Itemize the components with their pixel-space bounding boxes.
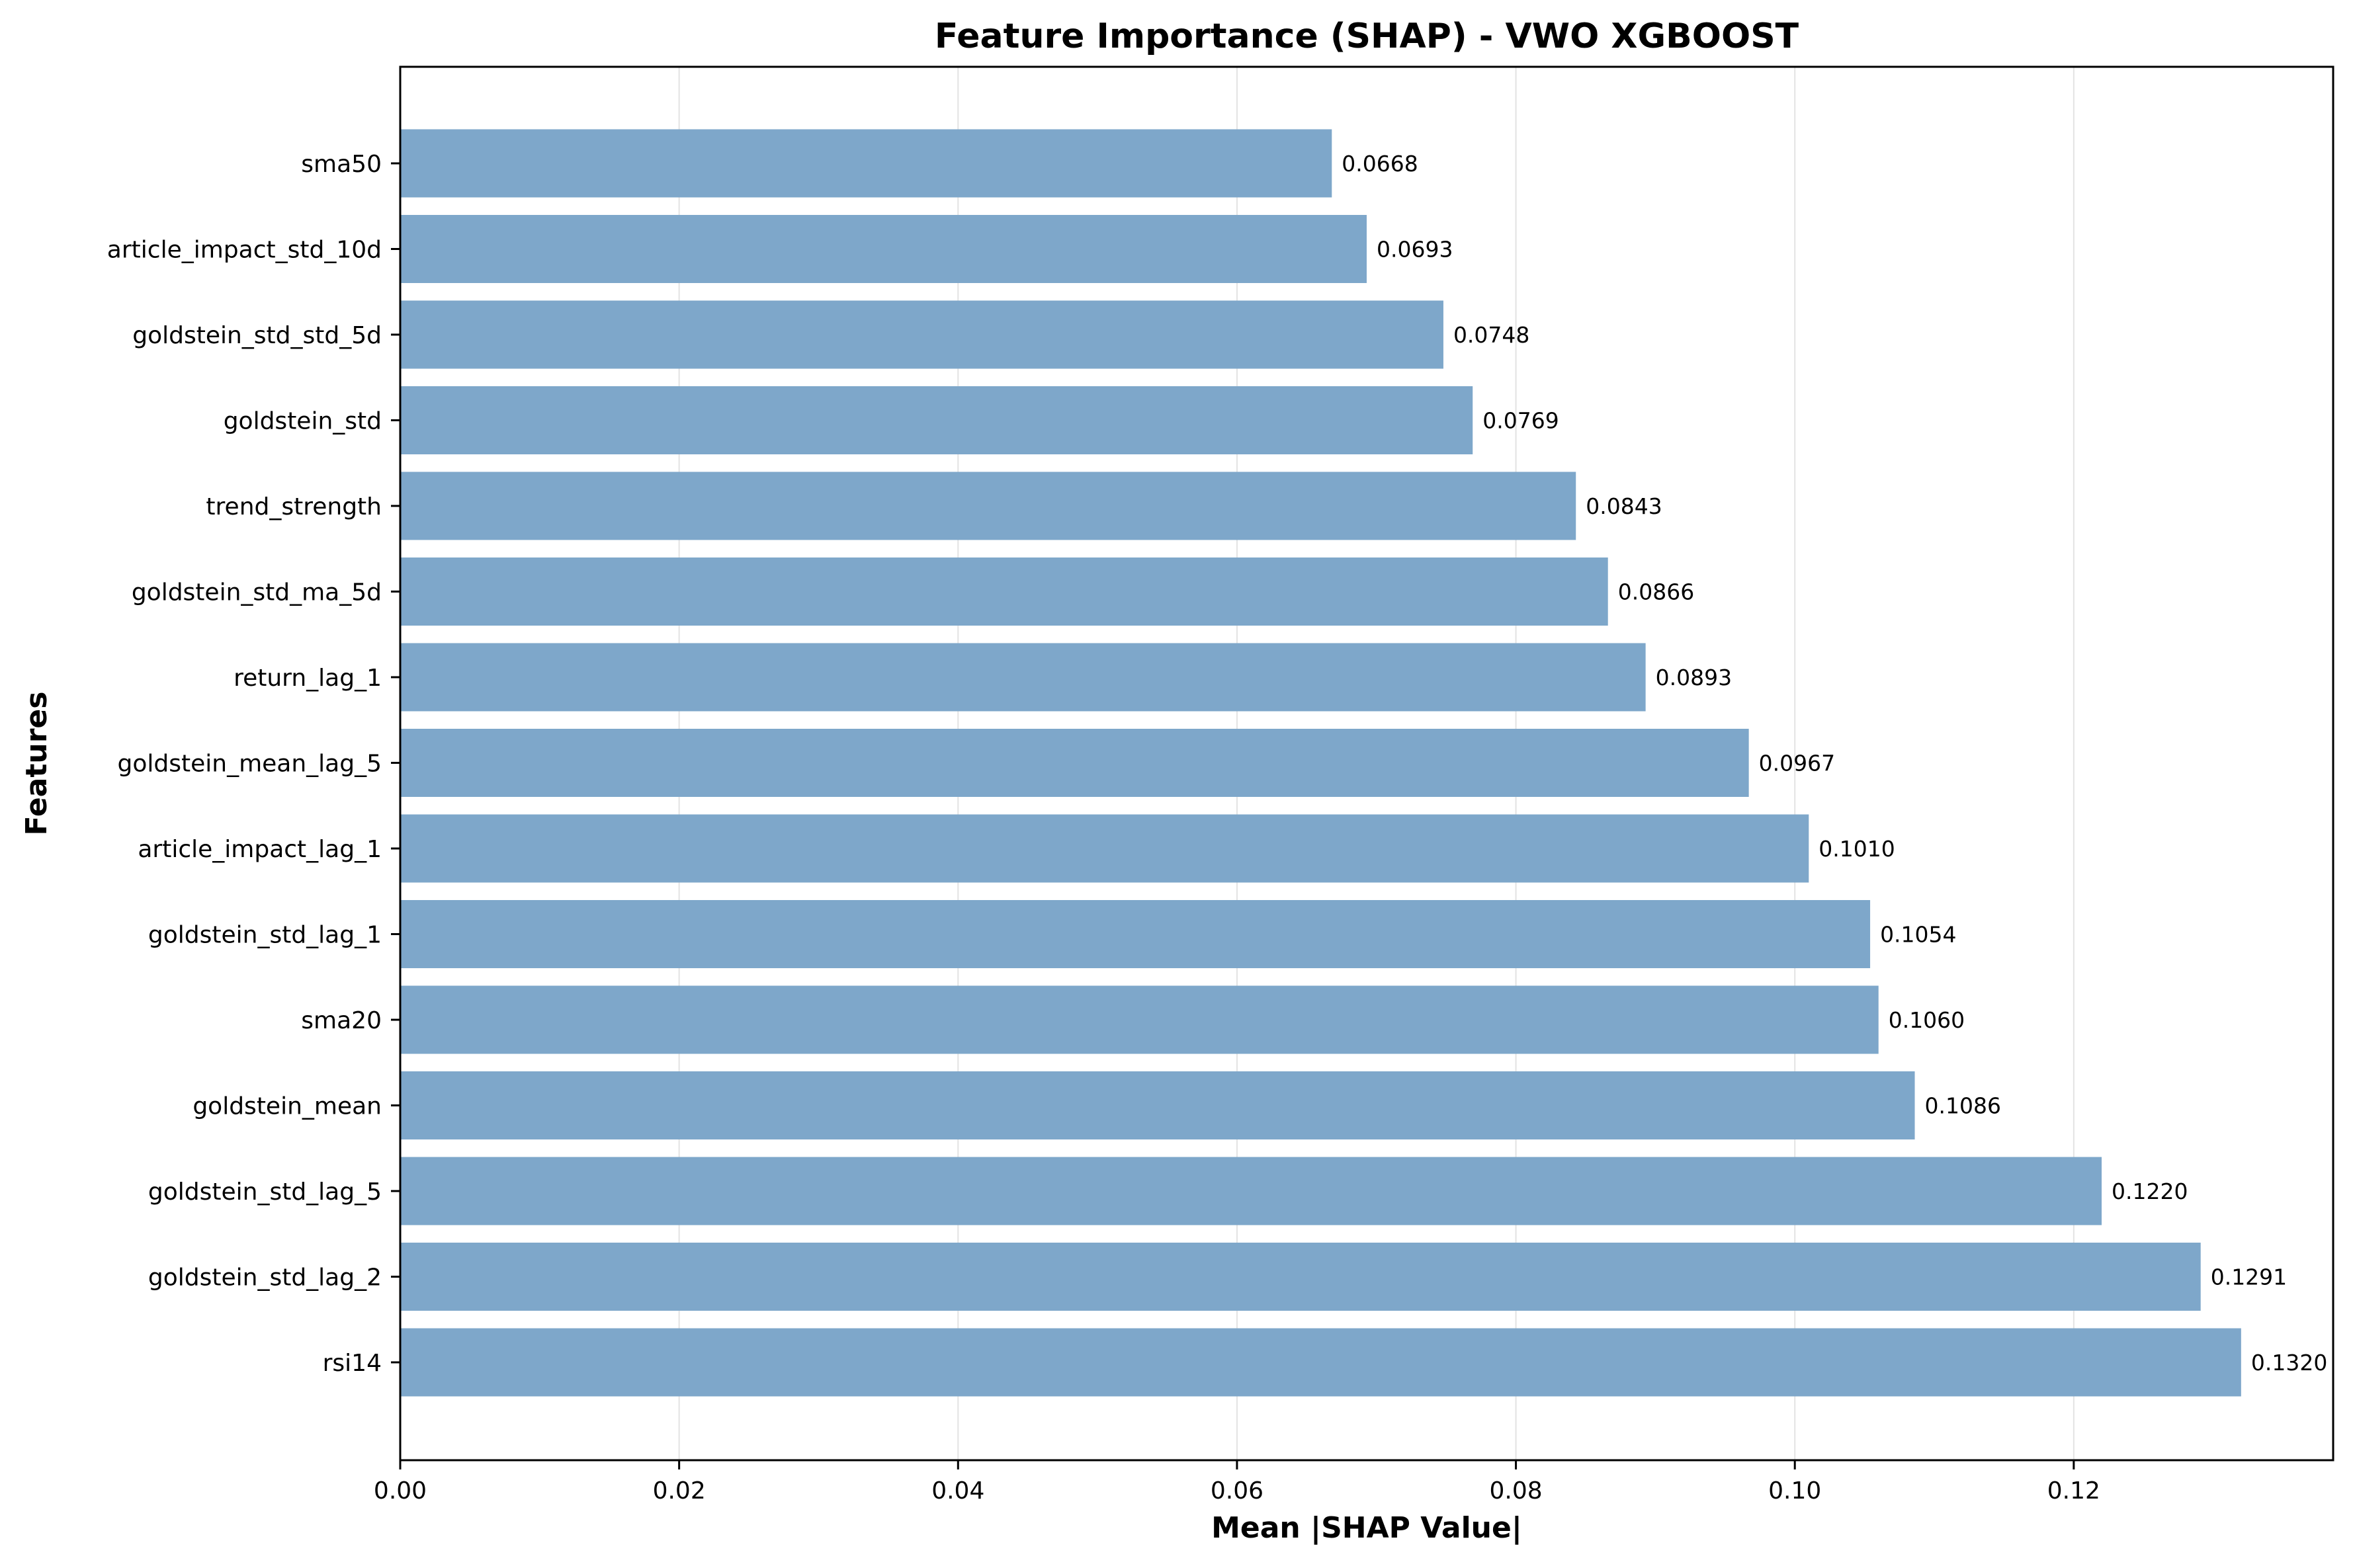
value-label: 0.0668 [1342, 151, 1418, 177]
value-label: 0.1010 [1818, 836, 1895, 862]
bar-goldstein_std_lag_1 [400, 900, 1871, 968]
y-tick-label: goldstein_std_lag_5 [148, 1178, 382, 1206]
y-tick-label: goldstein_std [224, 408, 382, 435]
y-tick-label: goldstein_std_std_5d [132, 322, 382, 349]
y-axis-title: Features [20, 692, 54, 836]
bar-goldstein_std_ma_5d [400, 557, 1608, 626]
y-tick-label: rsi14 [323, 1350, 382, 1377]
value-label: 0.1054 [1880, 922, 1956, 948]
value-label: 0.1220 [2112, 1178, 2188, 1204]
bar-goldstein_std [400, 386, 1473, 454]
value-label: 0.0843 [1586, 493, 1662, 519]
x-tick-label: 0.10 [1768, 1477, 1821, 1505]
y-tick-label: goldstein_std_lag_1 [148, 922, 382, 949]
y-tick-label: goldstein_std_lag_2 [148, 1264, 382, 1292]
chart-title: Feature Importance (SHAP) - VWO XGBOOST [935, 17, 1799, 56]
value-label: 0.1291 [2211, 1264, 2287, 1290]
y-tick-label: article_impact_std_10d [107, 237, 382, 264]
y-tick-label: article_impact_lag_1 [138, 836, 382, 863]
bar-goldstein_std_lag_2 [400, 1243, 2201, 1311]
value-label: 0.0748 [1453, 322, 1529, 348]
y-tick-label: goldstein_mean_lag_5 [118, 751, 382, 778]
value-label: 0.1320 [2251, 1350, 2327, 1376]
bars [400, 129, 2241, 1397]
x-tick-label: 0.02 [653, 1477, 706, 1505]
y-tick-label: goldstein_std_ma_5d [132, 579, 382, 606]
value-label: 0.0893 [1656, 665, 1732, 690]
y-tick-label: return_lag_1 [234, 665, 382, 692]
value-label: 0.0866 [1618, 579, 1694, 605]
bar-trend_strength [400, 472, 1576, 540]
x-tick-label: 0.04 [931, 1477, 984, 1505]
bar-article_impact_lag_1 [400, 814, 1809, 883]
bar-goldstein_mean_lag_5 [400, 729, 1749, 797]
axes [391, 65, 2334, 1469]
y-tick-labels: sma50 article_impact_std_10d goldstein_std… [107, 151, 382, 1377]
value-label: 0.0769 [1482, 408, 1559, 434]
value-labels: 0.0668 0.0693 0.0748 0.0769 0.0843 0.0866 0.08… [1342, 151, 2327, 1376]
bar-goldstein_mean [400, 1071, 1915, 1139]
bar-article_impact_std_10d [400, 215, 1367, 283]
bar-goldstein_std_lag_5 [400, 1157, 2102, 1225]
bar-sma50 [400, 129, 1332, 198]
value-label: 0.1060 [1889, 1007, 1965, 1033]
bar-rsi14 [400, 1328, 2241, 1397]
y-tick-label: trend_strength [206, 493, 382, 520]
bar-return_lag_1 [400, 643, 1646, 712]
x-tick-label: 0.12 [2047, 1477, 2100, 1505]
x-tick-label: 0.06 [1211, 1477, 1263, 1505]
y-tick-label: sma50 [301, 151, 382, 178]
value-label: 0.0693 [1377, 237, 1453, 263]
value-label: 0.1086 [1925, 1093, 2001, 1119]
value-label: 0.0967 [1759, 751, 1835, 776]
x-tick-labels: 0.00 0.02 0.04 0.06 0.08 0.10 0.12 [374, 1477, 2100, 1505]
x-tick-label: 0.00 [374, 1477, 427, 1505]
y-tick-label: sma20 [301, 1007, 382, 1034]
bar-sma20 [400, 985, 1879, 1054]
y-tick-label: goldstein_mean [193, 1093, 382, 1120]
bar-goldstein_std_std_5d [400, 300, 1443, 369]
x-tick-label: 0.08 [1490, 1477, 1543, 1505]
x-axis-title: Mean |SHAP Value| [1211, 1511, 1522, 1545]
